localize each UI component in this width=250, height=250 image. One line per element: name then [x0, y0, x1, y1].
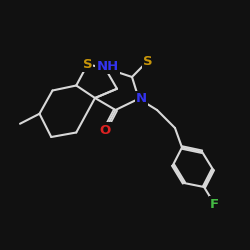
Text: F: F — [210, 198, 219, 210]
Text: O: O — [100, 124, 110, 136]
Text: S: S — [143, 55, 152, 68]
Text: NH: NH — [96, 60, 119, 73]
Text: N: N — [136, 92, 147, 105]
Text: S: S — [83, 58, 92, 71]
